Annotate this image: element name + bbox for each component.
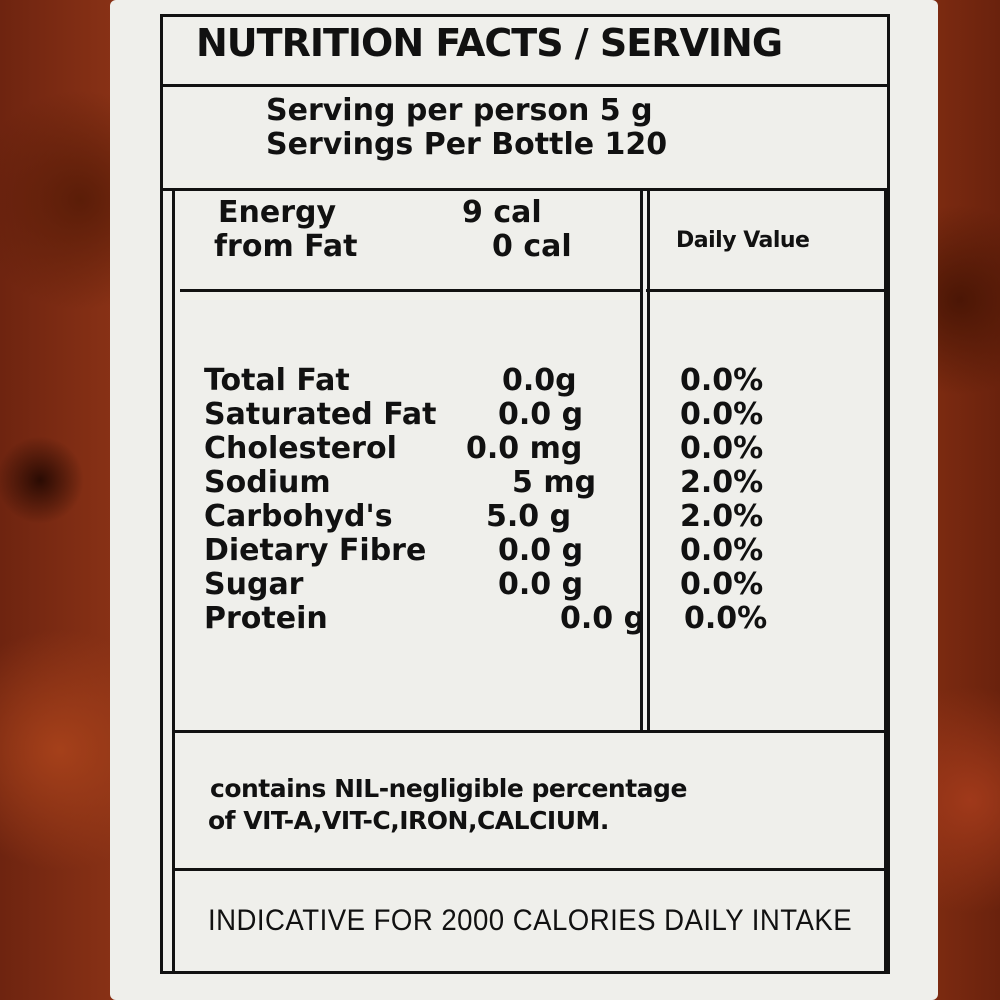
- nutrient-amount: 5.0 g: [486, 499, 572, 534]
- divider-energy: [180, 289, 640, 292]
- nutrient-name: Saturated Fat: [204, 397, 437, 432]
- nutrient-amount: 5 mg: [512, 465, 597, 500]
- label-border: [160, 14, 890, 974]
- nutrient-name: Sodium: [204, 465, 331, 500]
- nutrient-amount: 0.0 g: [498, 567, 584, 602]
- nutrient-amount: 0.0g: [502, 363, 577, 398]
- nutrient-name: Total Fat: [204, 363, 350, 398]
- servings-per-bottle: Servings Per Bottle 120: [266, 127, 668, 162]
- vitamin-note-line1: contains NIL-negligible percentage: [210, 774, 687, 803]
- nutrient-dv: 0.0%: [680, 567, 764, 602]
- divider-column-left: [172, 188, 175, 974]
- nutrient-name: Sugar: [204, 567, 304, 602]
- nutrient-amount: 0.0 g: [560, 601, 646, 636]
- nutrient-dv: 0.0%: [680, 397, 764, 432]
- nutrient-dv: 2.0%: [680, 499, 764, 534]
- nutrient-dv: 0.0%: [684, 601, 768, 636]
- nutrition-label: [110, 0, 938, 1000]
- daily-intake-footer: INDICATIVE FOR 2000 CALORIES DAILY INTAK…: [208, 904, 853, 937]
- divider-vitamins-bottom: [172, 868, 890, 871]
- divider-dv-header: [646, 289, 886, 292]
- nutrient-amount: 0.0 mg: [466, 431, 583, 466]
- divider-nutrients-bottom: [172, 730, 890, 733]
- divider-servings: [160, 188, 890, 191]
- nutrient-name: Carbohyd's: [204, 499, 393, 534]
- vitamin-note-line2: of VIT-A,VIT-C,IRON,CALCIUM.: [208, 806, 609, 835]
- nutrient-name: Cholesterol: [204, 431, 397, 466]
- nutrient-dv: 2.0%: [680, 465, 764, 500]
- energy-label: Energy: [218, 195, 337, 230]
- divider-column-right: [884, 188, 887, 974]
- energy-value: 9 cal: [462, 195, 542, 230]
- nutrient-dv: 0.0%: [680, 363, 764, 398]
- daily-value-header: Daily Value: [676, 228, 810, 253]
- nutrient-name: Protein: [204, 601, 328, 636]
- divider-column-mid2: [647, 188, 650, 732]
- nutrient-amount: 0.0 g: [498, 533, 584, 568]
- nutrient-amount: 0.0 g: [498, 397, 584, 432]
- serving-per-person: Serving per person 5 g: [266, 93, 653, 128]
- nutrient-dv: 0.0%: [680, 533, 764, 568]
- nutrient-dv: 0.0%: [680, 431, 764, 466]
- label-title: NUTRITION FACTS / SERVING: [196, 21, 783, 65]
- from-fat-label: from Fat: [214, 229, 358, 264]
- divider-column-mid: [640, 188, 643, 732]
- divider-title: [160, 84, 890, 87]
- nutrient-name: Dietary Fibre: [204, 533, 427, 568]
- from-fat-value: 0 cal: [492, 229, 572, 264]
